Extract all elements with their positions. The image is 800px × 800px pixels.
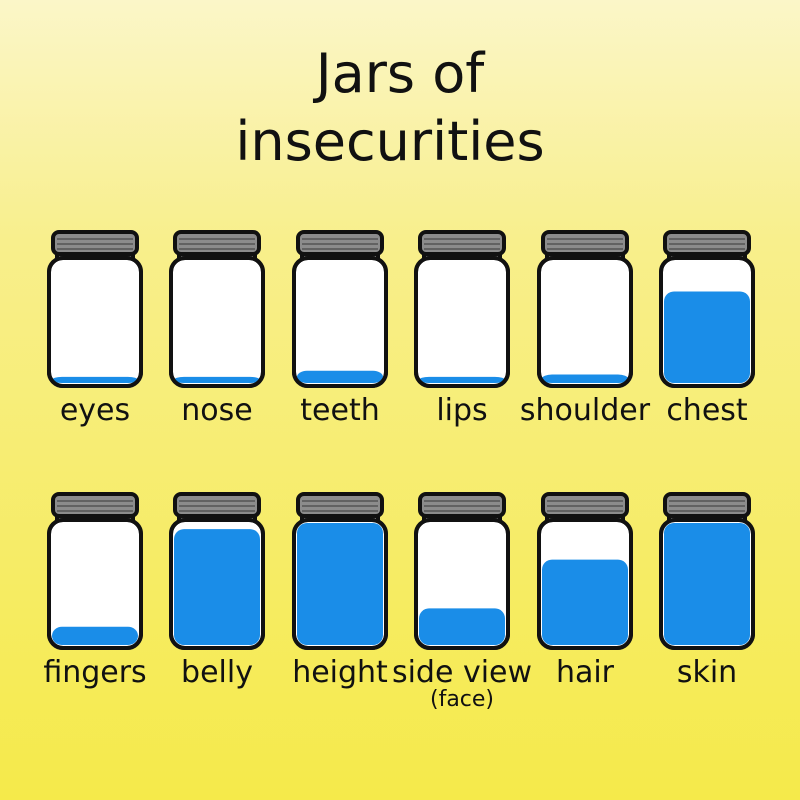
jar: skin	[659, 492, 755, 690]
jar: height	[292, 492, 388, 690]
liquid	[664, 291, 750, 383]
liquid	[52, 376, 138, 383]
jar-lid	[296, 492, 384, 518]
jar: lips	[414, 230, 510, 428]
jar-lid	[173, 230, 261, 256]
jar-outline	[659, 256, 755, 388]
jar-label: height	[292, 655, 388, 690]
liquid	[542, 374, 628, 383]
jar-body	[47, 256, 143, 388]
liquid	[52, 626, 138, 645]
jar-outline	[537, 518, 633, 650]
jar-body	[292, 256, 388, 388]
jar-label: chest	[666, 393, 748, 428]
jar-label: shoulder	[520, 393, 651, 428]
jar-lid	[418, 492, 506, 518]
jar-label: side view	[392, 655, 532, 690]
jar: teeth	[292, 230, 388, 428]
jar-sublabel: (face)	[430, 687, 494, 712]
jar-lid	[541, 492, 629, 518]
jar-body	[169, 256, 265, 388]
jar: hair	[537, 492, 633, 690]
jar: nose	[169, 230, 265, 428]
liquid	[297, 523, 383, 645]
jar-body	[537, 256, 633, 388]
jar: chest	[659, 230, 755, 428]
jar-outline	[47, 518, 143, 650]
jar-label: skin	[677, 655, 737, 690]
jar-lid	[663, 230, 751, 256]
jar-lid	[663, 492, 751, 518]
jar-label: belly	[181, 655, 253, 690]
liquid	[297, 370, 383, 383]
jar-outline	[414, 518, 510, 650]
jar: fingers	[43, 492, 147, 690]
jar-lid	[418, 230, 506, 256]
liquid	[664, 523, 750, 645]
jar-outline	[292, 256, 388, 388]
jar-body	[414, 256, 510, 388]
liquid	[542, 559, 628, 645]
jar-label: lips	[436, 393, 487, 428]
jar: eyes	[47, 230, 143, 428]
jar-label: eyes	[60, 393, 130, 428]
jar-outline	[292, 518, 388, 650]
jar-grid: eyes nose teeth lips shoulder chest fingers bel…	[43, 230, 755, 712]
jar-outline	[169, 256, 265, 388]
jar-lid	[296, 230, 384, 256]
jar-outline	[414, 256, 510, 388]
jar: shoulder	[520, 230, 651, 428]
jar: side view(face)	[392, 492, 532, 712]
liquid	[174, 529, 260, 645]
title-line: Jars of	[313, 42, 487, 105]
jar-label: hair	[556, 655, 615, 690]
jar-lid	[51, 492, 139, 518]
jar: belly	[169, 492, 265, 690]
liquid	[419, 376, 505, 383]
jar-outline	[169, 518, 265, 650]
liquid	[419, 608, 505, 645]
jar-outline	[537, 256, 633, 388]
jar-lid	[173, 492, 261, 518]
title-line: insecurities	[235, 110, 544, 173]
jar-lid	[541, 230, 629, 256]
jar-outline	[47, 256, 143, 388]
jar-label: nose	[181, 393, 252, 428]
jar-lid	[51, 230, 139, 256]
jar-label: teeth	[300, 393, 379, 428]
liquid	[174, 376, 260, 383]
jar-outline	[659, 518, 755, 650]
jar-label: fingers	[43, 655, 146, 690]
